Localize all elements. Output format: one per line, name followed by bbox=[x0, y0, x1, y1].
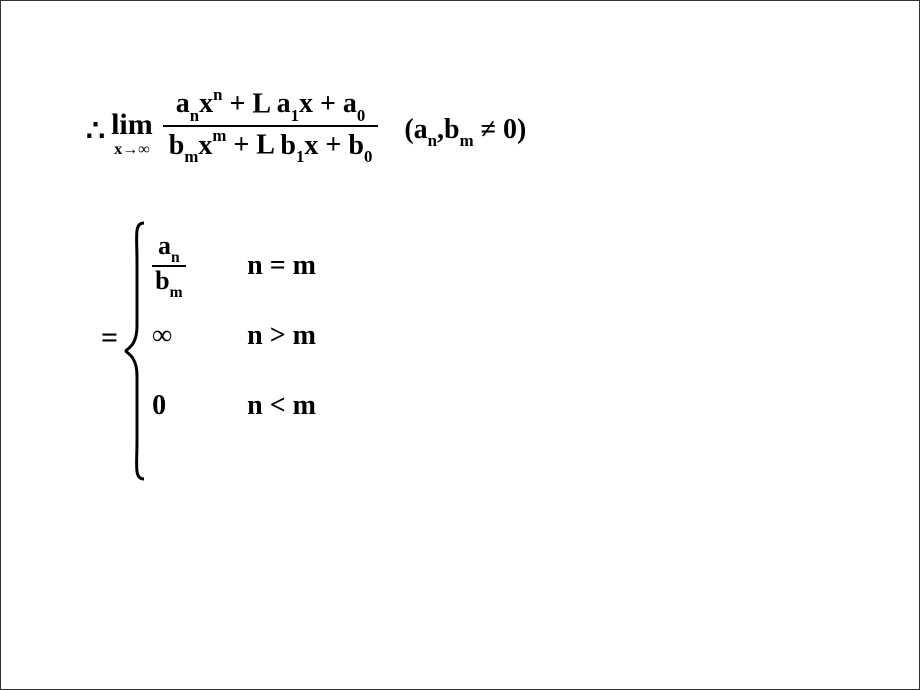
lim-text: lim bbox=[111, 110, 153, 140]
plus: + bbox=[318, 130, 348, 161]
plus: + bbox=[222, 88, 252, 119]
term-a1: a1x bbox=[277, 88, 313, 119]
ratio-numerator: an bbox=[155, 232, 183, 265]
term-b1: b1x bbox=[280, 130, 318, 161]
equals-sign: = bbox=[101, 321, 118, 355]
case-value-zero: 0 bbox=[152, 390, 247, 422]
limit-expression-line: ∴ lim x→∞ anxn + L a1x + a0 bmxm + L b1x… bbox=[86, 86, 526, 167]
nonzero-condition: (an,bm ≠ 0) bbox=[404, 114, 526, 150]
term-b0: b0 bbox=[348, 130, 372, 161]
cases-brace-group: an bm n = m ∞ n > m 0 n < m bbox=[124, 221, 316, 481]
numerator: anxn + L a1x + a0 bbox=[170, 86, 372, 125]
case-value-ratio: an bm bbox=[152, 232, 247, 300]
slide: ∴ lim x→∞ anxn + L a1x + a0 bmxm + L b1x… bbox=[0, 0, 920, 690]
case-row-greater: ∞ n > m bbox=[152, 301, 316, 371]
ellipsis-L: L bbox=[252, 88, 269, 119]
case-condition-equal: n = m bbox=[247, 250, 316, 282]
left-brace-icon bbox=[124, 221, 148, 481]
ellipsis-L: L bbox=[256, 130, 273, 161]
case-condition-less: n < m bbox=[247, 390, 316, 422]
rational-fraction: anxn + L a1x + a0 bmxm + L b1x + b0 bbox=[163, 86, 379, 167]
ratio-fraction: an bm bbox=[152, 232, 185, 300]
space bbox=[270, 88, 277, 119]
cases-list: an bm n = m ∞ n > m 0 n < m bbox=[148, 221, 316, 481]
denominator: bmxm + L b1x + b0 bbox=[163, 127, 379, 166]
term-an: anxn bbox=[176, 88, 223, 119]
limit-operator: lim x→∞ bbox=[111, 110, 153, 158]
case-row-equal: an bm n = m bbox=[152, 231, 316, 301]
therefore-symbol: ∴ bbox=[86, 114, 105, 149]
case-value-infinity: ∞ bbox=[152, 320, 247, 352]
lim-subscript: x→∞ bbox=[114, 142, 149, 158]
term-a0: a0 bbox=[343, 88, 365, 119]
term-bm: bmxm bbox=[169, 130, 227, 161]
cases-result-line: = an bm n = m ∞ n bbox=[101, 221, 316, 481]
plus: + bbox=[226, 130, 256, 161]
ratio-denominator: bm bbox=[152, 267, 185, 300]
case-condition-greater: n > m bbox=[247, 320, 316, 352]
case-row-less: 0 n < m bbox=[152, 371, 316, 441]
plus: + bbox=[313, 88, 343, 119]
